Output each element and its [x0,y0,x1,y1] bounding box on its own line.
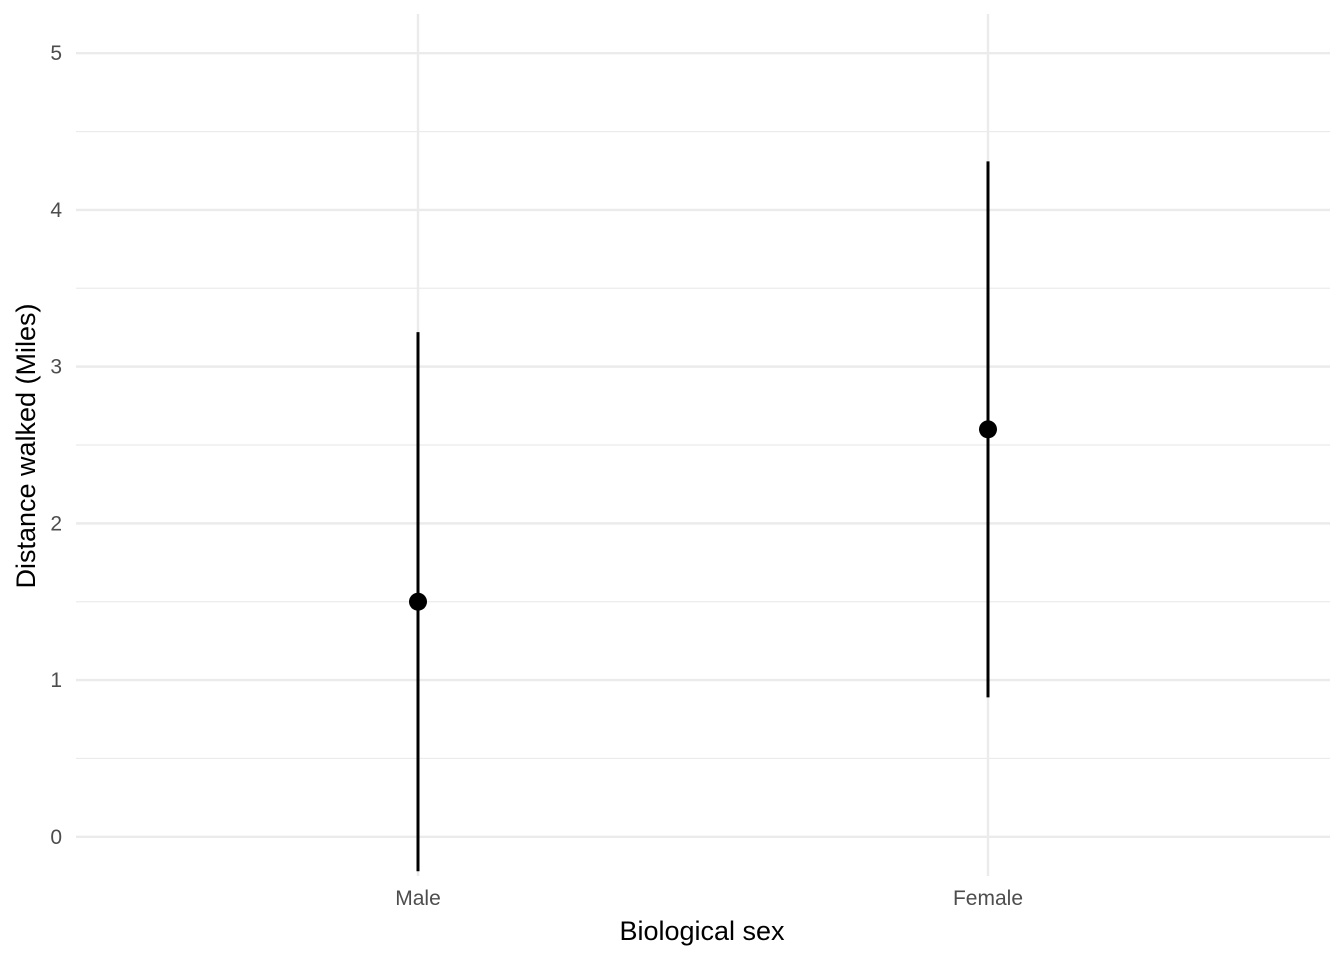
data-point [409,592,427,611]
y-tick-label: 5 [50,42,62,65]
y-tick-label: 4 [50,199,62,222]
y-axis-title: Distance walked (Miles) [11,303,41,588]
x-axis-title: Biological sex [619,916,785,946]
data-marks [409,161,997,872]
y-axis-ticks: 0 1 2 3 4 5 [50,42,62,849]
grid [76,14,1330,876]
y-tick-label: 1 [50,669,62,692]
y-tick-label: 0 [50,826,62,849]
x-tick-label: Male [395,887,441,910]
data-point [979,420,997,439]
y-tick-label: 2 [50,512,62,535]
x-axis-ticks: Male Female [395,887,1023,910]
y-tick-label: 3 [50,356,62,379]
x-tick-label: Female [953,887,1023,910]
